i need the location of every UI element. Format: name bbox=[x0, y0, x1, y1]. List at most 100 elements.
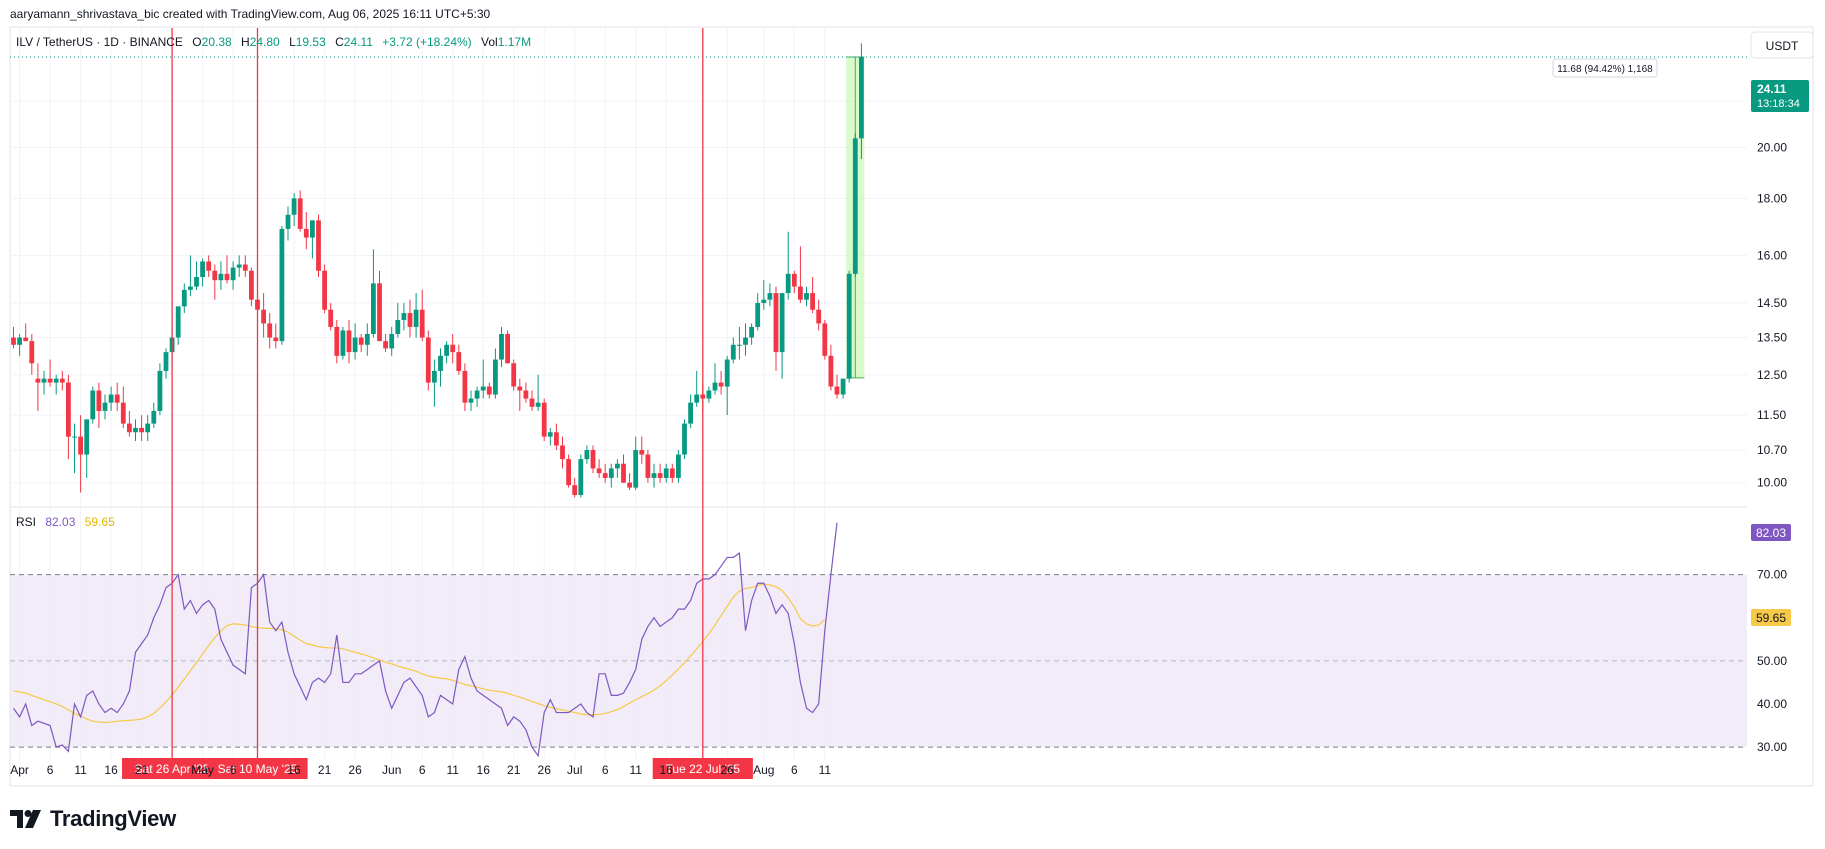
candle-body bbox=[218, 273, 224, 281]
candle-body bbox=[96, 390, 102, 411]
legend-high-key: H bbox=[241, 35, 250, 49]
time-tick-label: 21 bbox=[507, 763, 521, 777]
candle-body bbox=[834, 386, 840, 395]
candle-body bbox=[621, 463, 626, 483]
candle-body bbox=[743, 337, 748, 345]
last-price: 24.11 bbox=[1757, 82, 1787, 96]
legend-low-key: L bbox=[289, 35, 296, 49]
candle-body bbox=[17, 337, 22, 345]
rsi-tick-label: 30.00 bbox=[1757, 740, 1787, 754]
legend-symbol: ILV / TetherUS · 1D · BINANCE bbox=[16, 35, 183, 49]
candle-body bbox=[316, 220, 321, 271]
candle-body bbox=[712, 382, 718, 391]
candle-body bbox=[29, 341, 35, 364]
time-tick-label: 11 bbox=[629, 763, 642, 777]
candle-body bbox=[432, 370, 437, 383]
time-tick-label: 6 bbox=[47, 763, 54, 777]
candle-body bbox=[785, 273, 791, 294]
candle-body bbox=[133, 427, 138, 433]
date-marker-label-bg bbox=[207, 758, 308, 779]
legend-change: +3.72 (+18.24%) bbox=[382, 35, 471, 49]
rsi-legend-title: RSI bbox=[16, 515, 36, 529]
candle-body bbox=[456, 352, 462, 371]
candle-body bbox=[127, 423, 132, 433]
bar-countdown: 13:18:34 bbox=[1757, 98, 1800, 110]
candle-body bbox=[840, 378, 846, 395]
candle-body bbox=[694, 394, 700, 403]
candle-body bbox=[767, 293, 773, 300]
rsi-legend: RSI 82.03 59.65 bbox=[16, 515, 115, 529]
candle-body bbox=[572, 485, 578, 495]
tradingview-logo-icon bbox=[10, 810, 41, 828]
time-tick-label: 11 bbox=[446, 763, 459, 777]
time-tick-label: Apr bbox=[10, 763, 29, 777]
legend-vol-key: Vol bbox=[481, 35, 498, 49]
rsi-ma-line bbox=[13, 583, 826, 724]
rsi-legend-value: 82.03 bbox=[45, 515, 75, 529]
candle-body bbox=[688, 402, 693, 424]
candle-body bbox=[529, 398, 535, 407]
candle-body bbox=[181, 289, 187, 307]
candle-body bbox=[377, 283, 382, 342]
candle-body bbox=[779, 293, 785, 353]
candle-body bbox=[804, 293, 809, 300]
date-marker-label: Tue 22 Jul '25 bbox=[666, 762, 741, 776]
candle-body bbox=[517, 386, 523, 391]
candle-body bbox=[47, 378, 53, 383]
candle-body bbox=[163, 352, 169, 371]
candle-body bbox=[383, 341, 388, 349]
tradingview-logo[interactable]: TradingView bbox=[10, 806, 176, 832]
price-tick-label: 13.50 bbox=[1757, 331, 1787, 345]
time-tick-label: Aug bbox=[753, 763, 774, 777]
time-tick-label: 21 bbox=[135, 763, 149, 777]
candle-body bbox=[822, 323, 828, 356]
candle-body bbox=[480, 386, 486, 391]
candle-body bbox=[791, 273, 797, 287]
date-marker-label: Sat 10 May '25 bbox=[218, 762, 298, 776]
candle-body bbox=[175, 306, 181, 338]
candle-body bbox=[273, 337, 279, 342]
candle-body bbox=[523, 390, 529, 399]
candle-body bbox=[395, 319, 401, 334]
legend-close-key: C bbox=[335, 35, 344, 49]
candle-body bbox=[450, 344, 456, 353]
candle-body bbox=[108, 394, 114, 403]
candle-body bbox=[206, 261, 212, 271]
candle-body bbox=[90, 390, 96, 420]
candle-body bbox=[663, 468, 669, 478]
candle-body bbox=[493, 359, 498, 395]
candle-body bbox=[236, 264, 242, 268]
tradingview-logo-text: TradingView bbox=[50, 806, 176, 831]
candle-body bbox=[249, 270, 254, 300]
time-tick-label: 16 bbox=[477, 763, 491, 777]
candle-body bbox=[676, 454, 681, 478]
candle-body bbox=[200, 261, 205, 278]
candle-body bbox=[682, 423, 687, 455]
price-label: 24.11 13:18:34 bbox=[1751, 80, 1809, 112]
time-tick-label: 16 bbox=[660, 763, 674, 777]
currency-button[interactable]: USDT bbox=[1750, 31, 1814, 59]
time-tick-label: 16 bbox=[104, 763, 118, 777]
time-tick-label: 6 bbox=[230, 763, 237, 777]
candle-body bbox=[285, 214, 291, 229]
candle-body bbox=[645, 454, 651, 478]
candle-body bbox=[224, 273, 230, 281]
date-marker-label-bg bbox=[652, 758, 753, 779]
legend-high: 24.80 bbox=[250, 35, 280, 49]
candle-body bbox=[749, 326, 754, 338]
candle-body bbox=[755, 302, 761, 327]
measure-tooltip: 11.68 (94.42%) 1,168 bbox=[1552, 58, 1658, 78]
time-tick-label: 6 bbox=[602, 763, 609, 777]
candle-body bbox=[401, 313, 407, 320]
date-marker-label-bg bbox=[122, 758, 223, 779]
candle-body bbox=[102, 402, 108, 411]
candle-body bbox=[706, 390, 712, 399]
candle-body bbox=[334, 326, 340, 356]
candle-body bbox=[816, 309, 822, 324]
time-tick-label: 16 bbox=[287, 763, 301, 777]
price-tick-label: 14.50 bbox=[1757, 296, 1787, 310]
candle-body bbox=[505, 333, 510, 364]
currency-label: USDT bbox=[1766, 39, 1799, 53]
candle-body bbox=[730, 344, 736, 360]
